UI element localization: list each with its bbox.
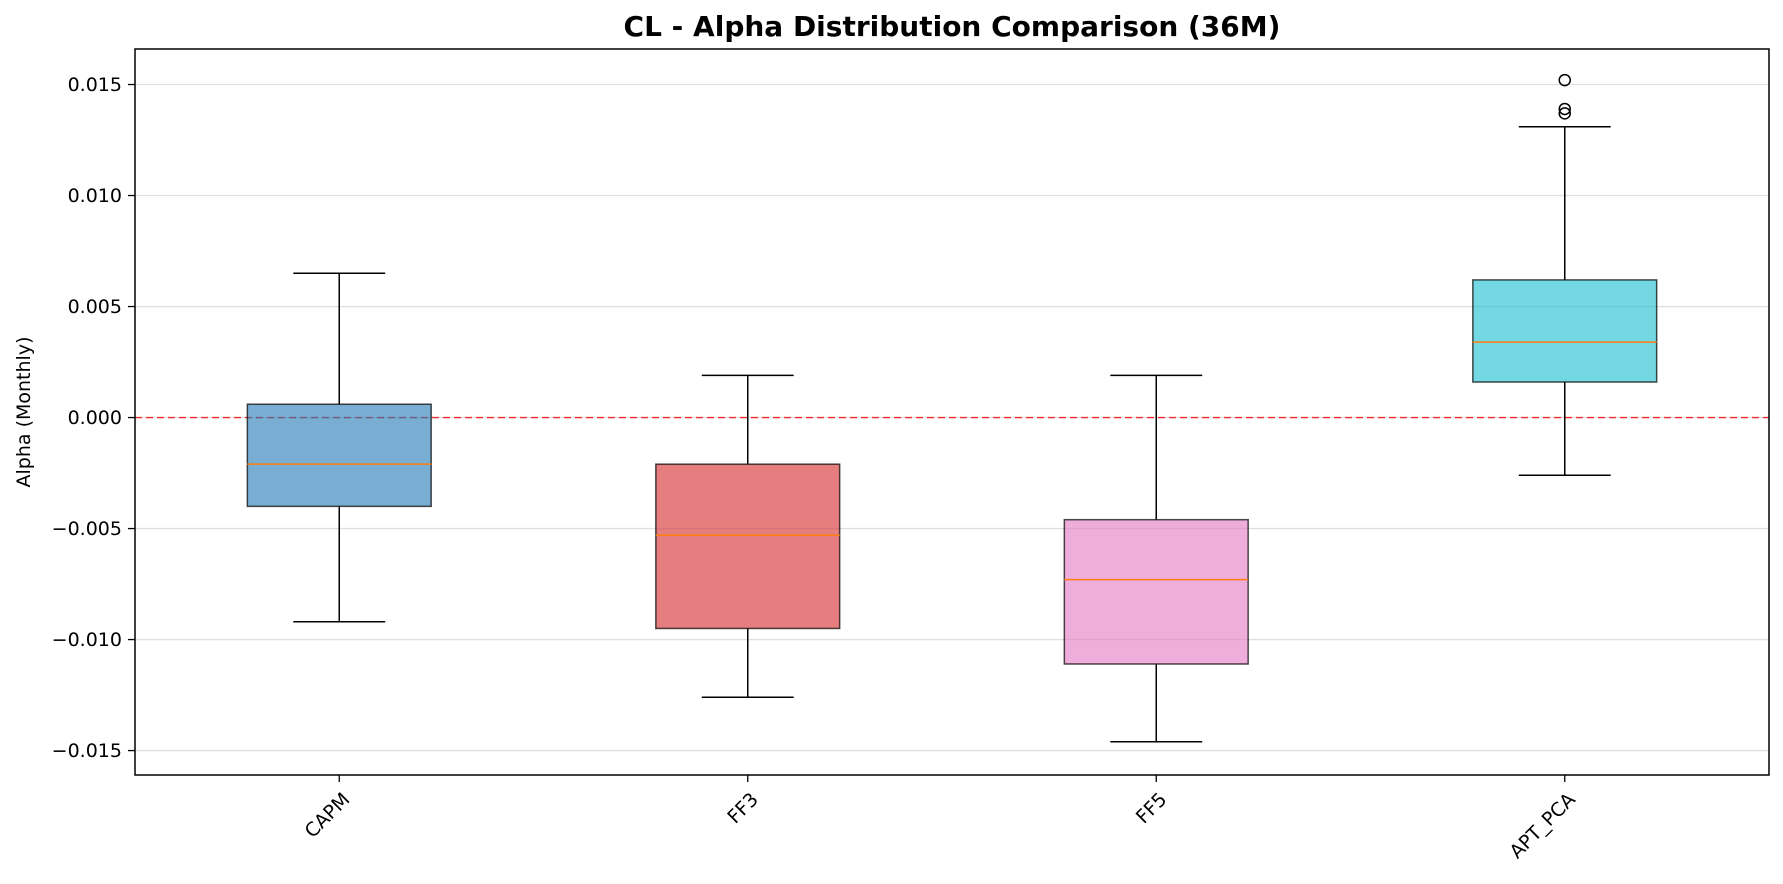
box-iqr (246, 403, 432, 508)
box-iqr (1472, 279, 1658, 383)
box-capm (246, 272, 432, 623)
x-tick-label: CAPM (301, 789, 355, 843)
y-axis-ticks: −0.015 −0.010 −0.005 0.000 0.005 0.010 0.015 (52, 74, 135, 762)
box-iqr (1063, 518, 1249, 665)
y-tick-label: −0.010 (52, 629, 122, 651)
y-tick-label: −0.005 (52, 518, 122, 540)
box-iqr (655, 463, 841, 630)
chart-title: CL - Alpha Distribution Comparison (36M) (624, 10, 1281, 43)
y-axis-label: Alpha (Monthly) (13, 337, 35, 488)
y-tick-label: 0.010 (68, 185, 122, 207)
boxplots (246, 73, 1658, 743)
y-tick-label: 0.015 (68, 74, 122, 96)
y-tick-label: 0.000 (68, 407, 122, 429)
y-tick-label: −0.015 (52, 740, 122, 762)
box-ff5 (1063, 374, 1249, 743)
x-tick-label: APT_PCA (1505, 789, 1579, 863)
box-ff3 (655, 374, 841, 699)
outlier-point (1558, 107, 1571, 120)
x-tick-label: FF3 (723, 789, 763, 829)
plot-frame (134, 48, 1770, 776)
box-apt-pca (1472, 73, 1658, 477)
outlier-point (1558, 102, 1571, 116)
x-tick-label: FF5 (1132, 789, 1172, 829)
y-tick-label: 0.005 (68, 296, 122, 318)
outlier-point (1558, 73, 1571, 87)
x-axis-ticks: CAPM FF3 FF5 APT_PCA (301, 775, 1580, 863)
